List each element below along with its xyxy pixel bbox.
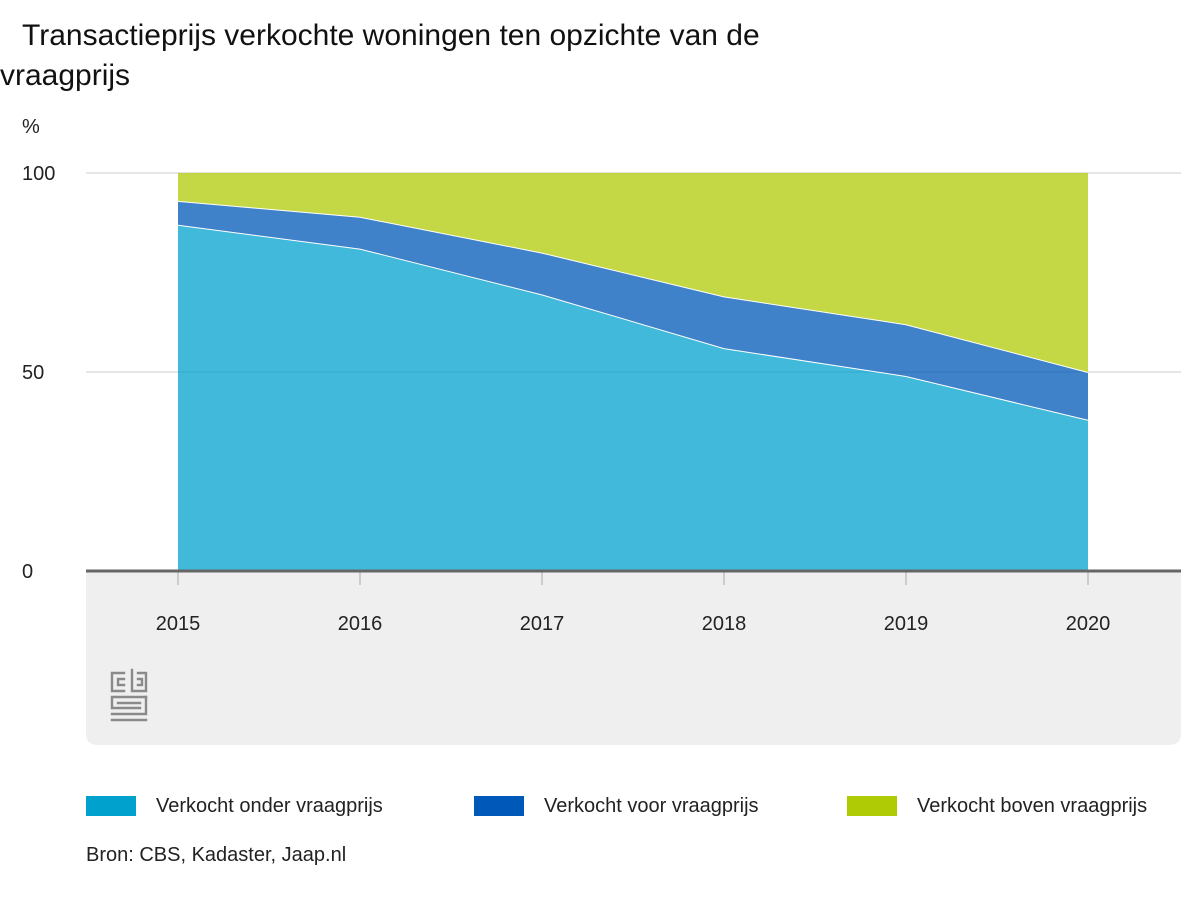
x-tick-label-2017: 2017 <box>520 613 565 635</box>
legend-label-voor: Verkocht voor vraagprijs <box>544 794 759 817</box>
y-tick-label-100: 100 <box>22 163 55 185</box>
x-tick-label-2019: 2019 <box>884 613 929 635</box>
area-series-1 <box>178 200 1088 420</box>
stacked-area-chart: 0 50 100 2015 2016 2017 2018 2019 2020 <box>22 163 1181 745</box>
legend-item-boven: Verkocht boven vraagprijs <box>847 790 1147 822</box>
y-tick-label-0: 0 <box>22 561 33 583</box>
chart-title-line-1: Transactieprijs verkochte woningen ten o… <box>22 19 760 52</box>
x-tick-label-2016: 2016 <box>338 613 383 635</box>
area-series-2 <box>178 173 1088 372</box>
x-tick-label-2020: 2020 <box>1066 613 1111 635</box>
chart-title: Transactieprijs verkochte woningen ten o… <box>0 16 900 96</box>
y-axis-unit-label: % <box>22 116 40 138</box>
legend-swatch-voor <box>474 796 524 816</box>
x-axis-panel <box>86 572 1181 745</box>
chart-title-line-2: vraagprijs <box>0 59 131 92</box>
legend-label-boven: Verkocht boven vraagprijs <box>917 794 1148 817</box>
legend-item-voor: Verkocht voor vraagprijs <box>474 790 759 822</box>
x-tick-label-2015: 2015 <box>156 613 201 635</box>
legend-swatch-onder <box>86 796 136 816</box>
legend: Verkocht onder vraagprijs Verkocht voor … <box>86 790 1200 822</box>
cbs-logo-icon <box>110 668 148 722</box>
legend-item-onder: Verkocht onder vraagprijs <box>86 790 383 822</box>
x-tick-labels: 2015 2016 2017 2018 2019 2020 <box>156 571 1111 635</box>
legend-label-onder: Verkocht onder vraagprijs <box>156 794 383 817</box>
area-series-0 <box>178 224 1088 572</box>
y-tick-label-50: 50 <box>22 362 44 384</box>
area-series-group <box>177 173 1089 572</box>
x-tick-label-2018: 2018 <box>702 613 747 635</box>
y-tick-labels: 0 50 100 <box>22 163 55 583</box>
source-note: Bron: CBS, Kadaster, Jaap.nl <box>86 844 347 866</box>
legend-swatch-boven <box>847 796 897 816</box>
